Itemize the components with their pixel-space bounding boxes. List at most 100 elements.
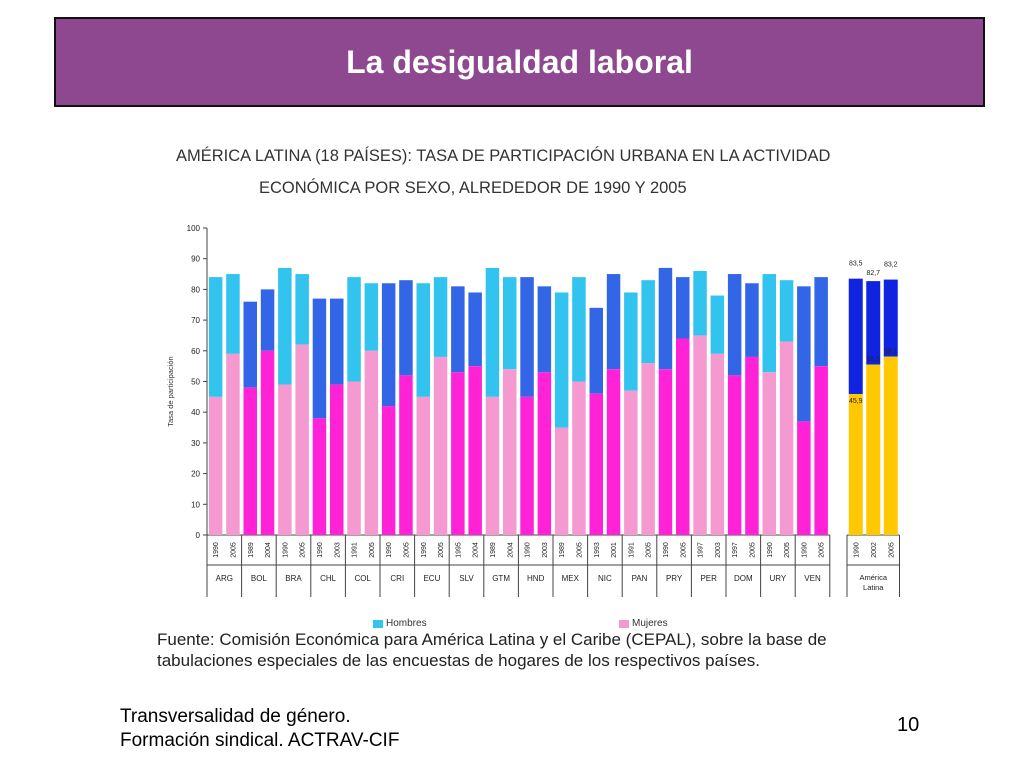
x-year-label: 2004	[473, 542, 480, 558]
y-tick-label: 50	[191, 378, 200, 387]
bar-mujeres	[658, 369, 673, 535]
x-year-label: 2005	[403, 542, 410, 558]
x-year-label: 1997	[698, 542, 705, 558]
x-year-label: 1990	[317, 542, 324, 558]
bar-al-hombres	[883, 279, 898, 357]
x-country-label: DOM	[734, 574, 753, 583]
bar-hombres	[641, 280, 655, 364]
bar-mujeres	[572, 381, 586, 535]
x-country-label: URY	[770, 574, 787, 583]
bar-mujeres	[433, 356, 448, 535]
x-year-label: 2003	[542, 542, 549, 558]
x-year-label: 1991	[628, 542, 635, 558]
x-year-label: 2005	[438, 542, 445, 558]
bar-mujeres	[243, 387, 257, 535]
bar-al-mujeres	[883, 356, 898, 535]
x-year-label: 2004	[507, 542, 514, 558]
bar-mujeres	[710, 353, 725, 535]
x-country-label: CRI	[390, 574, 404, 583]
bar-hombres	[624, 292, 638, 391]
x-year-label: 2005	[749, 542, 756, 558]
x-year-label: 2005	[784, 542, 791, 558]
x-year-label: 1990	[213, 542, 220, 558]
x-year-label: 1990	[663, 542, 670, 558]
bar-hombres	[710, 295, 725, 354]
bar-hombres	[347, 277, 361, 382]
legend-mujeres: Mujeres	[619, 618, 668, 629]
bar-mujeres	[624, 390, 638, 535]
bar-hombres	[814, 277, 828, 367]
y-tick-label: 60	[191, 347, 200, 356]
bar-hombres	[693, 270, 707, 336]
x-year-label: 1989	[490, 542, 497, 558]
data-label-mujeres: 55,5	[866, 357, 880, 364]
bar-hombres	[208, 277, 223, 397]
bar-hombres	[485, 267, 500, 397]
x-year-label: 1997	[732, 542, 739, 558]
bar-mujeres	[451, 372, 465, 535]
x-country-label: ECU	[423, 574, 440, 583]
bar-hombres	[589, 307, 603, 394]
bar-mujeres	[485, 396, 500, 535]
bar-hombres	[364, 283, 379, 351]
bar-mujeres	[260, 350, 275, 535]
bar-hombres	[762, 274, 776, 373]
bar-mujeres	[399, 375, 413, 535]
y-tick-label: 80	[191, 285, 200, 294]
bar-mujeres	[295, 344, 309, 535]
x-year-label: 2005	[300, 542, 307, 558]
x-year-label: 1990	[386, 542, 393, 558]
aggregate-label-line-2: Latina	[863, 583, 884, 592]
x-country-label: SLV	[459, 574, 474, 583]
legend-swatch-mujeres	[619, 619, 629, 628]
x-year-label: 1990	[421, 542, 428, 558]
bar-mujeres	[226, 353, 240, 535]
y-tick-label: 20	[191, 470, 200, 479]
chart-title-line-2: ECONÓMICA POR SEXO, ALREDEDOR DE 1990 Y …	[259, 179, 687, 197]
y-tick-label: 70	[191, 316, 200, 325]
y-tick-label: 90	[191, 255, 200, 264]
bar-hombres	[278, 267, 292, 385]
bar-al-mujeres	[866, 364, 881, 535]
bar-mujeres	[537, 372, 552, 535]
bar-hombres	[503, 277, 517, 370]
bar-hombres	[468, 292, 482, 367]
title-banner: La desigualdad laboral	[54, 17, 985, 107]
bar-mujeres	[641, 363, 655, 535]
source-note: Fuente: Comisión Económica para América …	[157, 630, 827, 670]
x-year-label: 2005	[646, 542, 653, 558]
bar-mujeres	[364, 350, 379, 535]
bar-hombres	[295, 274, 309, 345]
y-tick-label: 10	[191, 500, 200, 509]
x-year-label: 1990	[767, 542, 774, 558]
bar-mujeres	[606, 369, 621, 535]
bar-mujeres	[468, 366, 482, 535]
bar-hombres	[451, 286, 465, 373]
x-year-label: 2005	[680, 542, 687, 558]
x-country-label: HND	[527, 574, 545, 583]
x-year-label: 2003	[334, 542, 341, 558]
x-country-label: PER	[700, 574, 717, 583]
x-year-label: 1990	[282, 542, 289, 558]
footer-course: Transversalidad de género. Formación sin…	[120, 705, 399, 753]
slide-title: La desigualdad laboral	[346, 43, 693, 80]
x-year-label: 1990	[853, 542, 860, 558]
bar-mujeres	[330, 384, 344, 535]
bar-mujeres	[589, 393, 603, 535]
bar-hombres	[243, 301, 257, 388]
legend-hombres: Hombres	[373, 618, 427, 629]
x-country-label: PRY	[666, 574, 683, 583]
bar-hombres	[745, 283, 759, 357]
y-tick-label: 40	[191, 408, 200, 417]
bar-hombres	[572, 277, 586, 382]
bar-hombres	[727, 274, 742, 376]
bar-mujeres	[797, 421, 811, 535]
x-year-label: 1995	[455, 542, 462, 558]
bar-hombres	[779, 280, 794, 342]
bar-hombres	[797, 286, 811, 422]
legend-label-mujeres: Mujeres	[632, 618, 668, 629]
bar-mujeres	[554, 427, 569, 535]
y-axis-label: Tasa de participación	[166, 356, 175, 426]
footer-line-2: Formación sindical. ACTRAV-CIF	[120, 730, 400, 751]
bar-hombres	[676, 277, 690, 339]
